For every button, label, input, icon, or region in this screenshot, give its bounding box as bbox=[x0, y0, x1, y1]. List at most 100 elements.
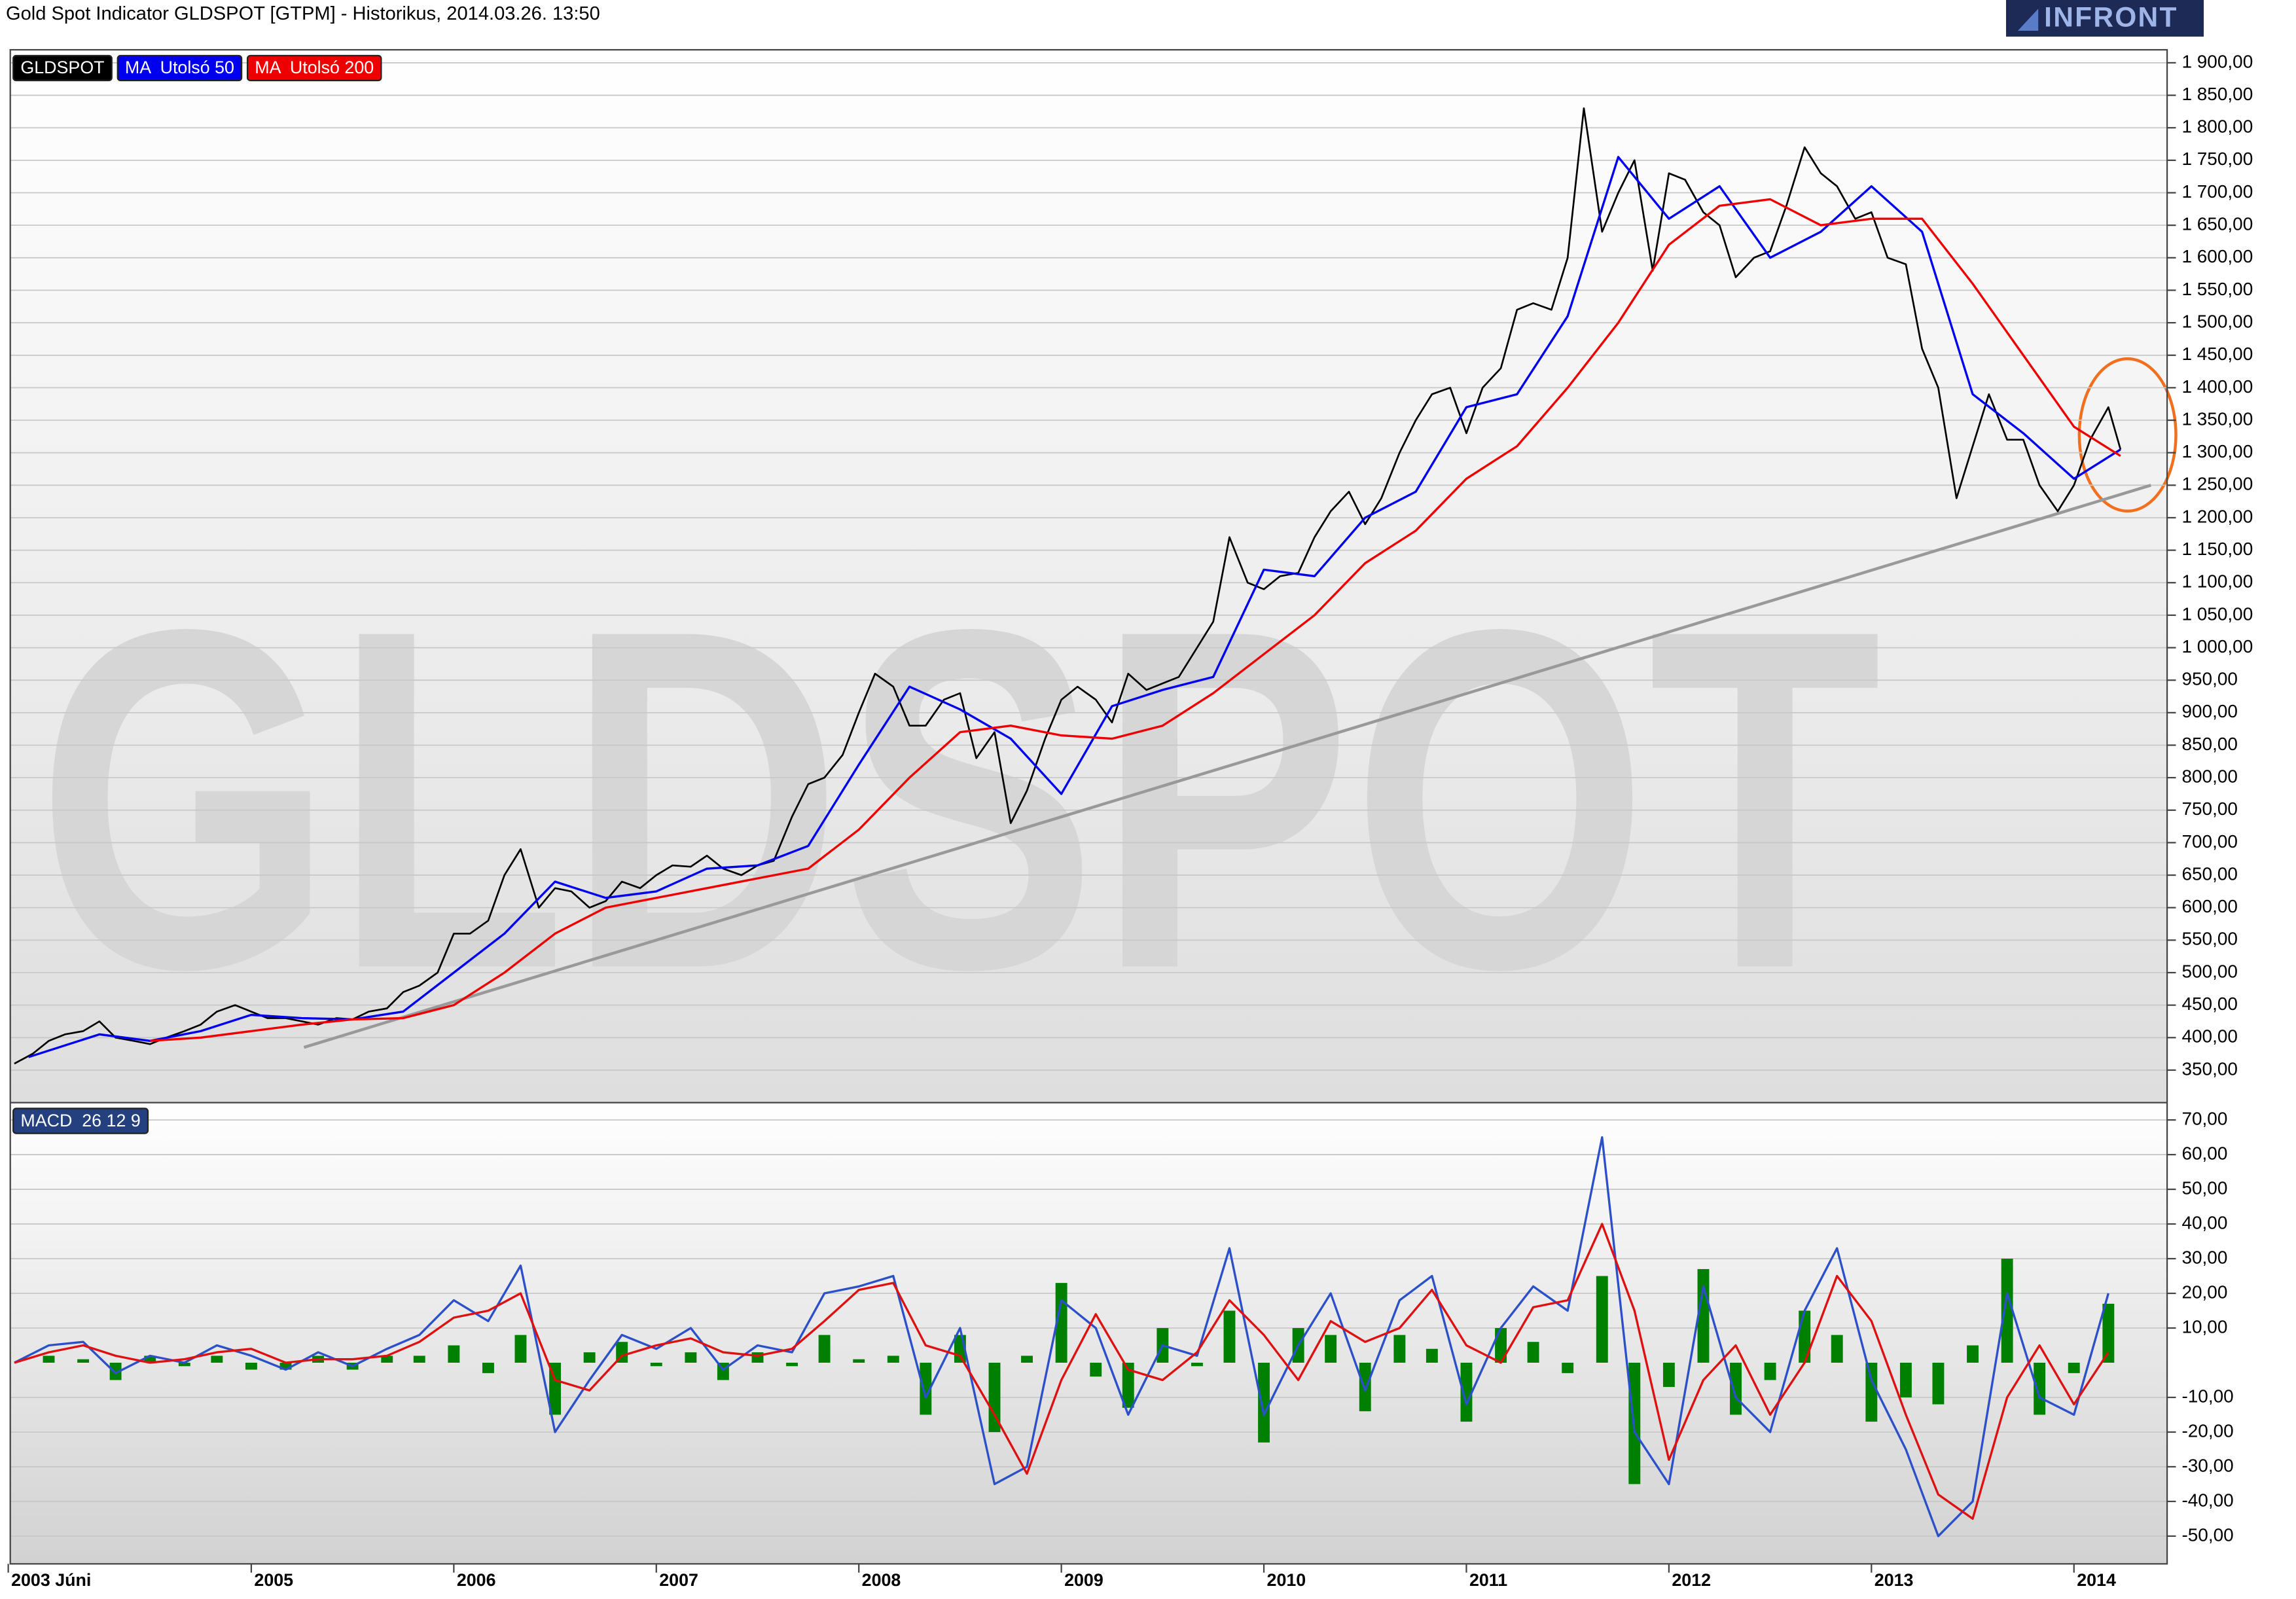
x-tick-label: 2013 bbox=[1874, 1570, 1914, 1590]
histogram-bar bbox=[178, 1362, 190, 1367]
histogram-bar bbox=[786, 1362, 798, 1367]
y-tick-label: 30,00 bbox=[2181, 1247, 2227, 1267]
y-tick-label: 1 250,00 bbox=[2181, 474, 2253, 494]
legend-label: MA Utolsó 200 bbox=[255, 58, 374, 77]
histogram-bar bbox=[920, 1362, 932, 1415]
y-tick-label: 500,00 bbox=[2181, 961, 2238, 981]
y-tick-label: 750,00 bbox=[2181, 799, 2238, 819]
histogram-bar bbox=[279, 1362, 292, 1370]
y-tick-label: 700,00 bbox=[2181, 831, 2238, 852]
histogram-bar bbox=[1258, 1362, 1270, 1443]
histogram-bar bbox=[818, 1335, 831, 1363]
histogram-bar bbox=[1865, 1362, 1878, 1422]
histogram-bar bbox=[211, 1356, 223, 1363]
y-tick-label: 1 550,00 bbox=[2181, 279, 2253, 299]
macd-panel bbox=[10, 1102, 2168, 1564]
histogram-bar bbox=[144, 1356, 156, 1363]
histogram-bar bbox=[549, 1362, 562, 1415]
y-tick-label: 1 600,00 bbox=[2181, 246, 2253, 266]
histogram-bar bbox=[887, 1356, 899, 1363]
series-line bbox=[14, 1136, 2109, 1537]
histogram-bar bbox=[1831, 1335, 1843, 1363]
y-tick-label: 400,00 bbox=[2181, 1026, 2238, 1047]
legend-box bbox=[117, 54, 243, 82]
y-tick-label: 1 900,00 bbox=[2181, 51, 2253, 71]
y-tick-label: 1 650,00 bbox=[2181, 214, 2253, 234]
histogram-bar bbox=[650, 1362, 662, 1367]
histogram-bar bbox=[2001, 1259, 2013, 1363]
y-tick-label: 40,00 bbox=[2181, 1212, 2227, 1232]
y-tick-label: 60,00 bbox=[2181, 1143, 2227, 1163]
legend-label: MA Utolsó 50 bbox=[125, 58, 234, 77]
x-tick-label: 2007 bbox=[659, 1570, 698, 1590]
x-tick-label: 2014 bbox=[2077, 1570, 2116, 1590]
histogram-bar bbox=[1393, 1335, 1406, 1363]
highlight-circle bbox=[2077, 357, 2178, 513]
y-tick-label: 1 150,00 bbox=[2181, 539, 2253, 559]
histogram-bar bbox=[1223, 1310, 1236, 1363]
y-tick-label: 1 350,00 bbox=[2181, 408, 2253, 429]
y-tick-label: 1 450,00 bbox=[2181, 344, 2253, 364]
y-tick-label: -10,00 bbox=[2181, 1386, 2233, 1406]
histogram-bar bbox=[1899, 1362, 1912, 1397]
legend-box bbox=[12, 1107, 149, 1134]
y-tick-label: 1 850,00 bbox=[2181, 84, 2253, 104]
histogram-bar bbox=[1562, 1362, 1574, 1373]
histogram-bar bbox=[1527, 1342, 1539, 1363]
histogram-bar bbox=[43, 1356, 55, 1363]
series-line bbox=[28, 156, 2121, 1058]
x-tick-label: 2011 bbox=[1469, 1570, 1507, 1590]
x-tick-label: 2006 bbox=[457, 1570, 496, 1590]
x-tick-label: 2009 bbox=[1064, 1570, 1103, 1590]
legend-label: GLDSPOT bbox=[20, 58, 104, 77]
x-tick-label: 2012 bbox=[1672, 1570, 1711, 1590]
histogram-bar bbox=[1460, 1362, 1473, 1422]
histogram-bar bbox=[2034, 1362, 2046, 1415]
series-line bbox=[14, 1223, 2109, 1520]
x-tick-label: 2008 bbox=[862, 1570, 901, 1590]
histogram-bar bbox=[2102, 1303, 2115, 1363]
histogram-bar bbox=[1325, 1335, 1337, 1363]
y-tick-label: 600,00 bbox=[2181, 896, 2238, 916]
histogram-bar bbox=[77, 1359, 90, 1363]
histogram-bar bbox=[988, 1362, 1001, 1432]
y-tick-label: 1 400,00 bbox=[2181, 376, 2253, 397]
y-tick-label: 50,00 bbox=[2181, 1177, 2227, 1198]
histogram-bar bbox=[514, 1335, 527, 1363]
legend-box bbox=[246, 54, 382, 82]
y-tick-label: 950,00 bbox=[2181, 669, 2238, 689]
y-tick-label: 850,00 bbox=[2181, 734, 2238, 754]
plot-layer: 350,00 400,00 450,00 500,00 550,00 600,00 650,… bbox=[7, 51, 2253, 1590]
y-tick-label: 350,00 bbox=[2181, 1058, 2238, 1079]
y-tick-label: 1 050,00 bbox=[2181, 603, 2253, 624]
page-title: Gold Spot Indicator GLDSPOT [GTPM] - His… bbox=[6, 3, 600, 24]
y-tick-label: 1 200,00 bbox=[2181, 506, 2253, 526]
histogram-bar bbox=[1799, 1310, 1811, 1363]
histogram-bar bbox=[1697, 1268, 1710, 1363]
legend-label: MACD 26 12 9 bbox=[20, 1111, 140, 1130]
x-tick-label: 2003 Júni bbox=[11, 1570, 91, 1590]
histogram-bar bbox=[1021, 1356, 1033, 1363]
y-tick-label: 1 000,00 bbox=[2181, 636, 2253, 656]
y-tick-label: -20,00 bbox=[2181, 1420, 2233, 1441]
y-tick-label: 1 100,00 bbox=[2181, 571, 2253, 592]
histogram-bar bbox=[1967, 1345, 1979, 1363]
histogram-bar bbox=[1730, 1362, 1742, 1415]
histogram-bar bbox=[381, 1356, 393, 1363]
y-tick-label: 1 750,00 bbox=[2181, 149, 2253, 169]
histogram-bar bbox=[245, 1362, 257, 1370]
trendline bbox=[303, 484, 2151, 1049]
y-tick-label: -40,00 bbox=[2181, 1490, 2233, 1510]
histogram-bar bbox=[1122, 1362, 1134, 1408]
y-tick-label: 70,00 bbox=[2181, 1108, 2227, 1128]
histogram-bar bbox=[1764, 1362, 1776, 1380]
series-line bbox=[14, 107, 2122, 1065]
y-tick-label: -30,00 bbox=[2181, 1455, 2233, 1475]
histogram-bar bbox=[1191, 1362, 1203, 1367]
y-tick-label: 450,00 bbox=[2181, 994, 2238, 1014]
y-tick-label: 1 300,00 bbox=[2181, 441, 2253, 461]
histogram-bar bbox=[109, 1362, 122, 1380]
histogram-bar bbox=[1596, 1276, 1608, 1363]
